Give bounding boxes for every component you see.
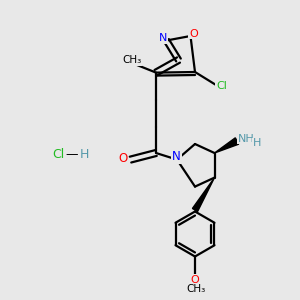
Polygon shape: [214, 138, 239, 153]
Text: H: H: [253, 138, 261, 148]
Text: O: O: [190, 275, 200, 285]
Text: Cl: Cl: [52, 148, 64, 161]
Text: O: O: [118, 152, 127, 165]
Text: —: —: [66, 148, 78, 161]
Text: O: O: [189, 28, 198, 39]
Text: N: N: [159, 33, 168, 43]
Text: Cl: Cl: [216, 81, 227, 91]
Text: H: H: [79, 148, 89, 161]
Text: NH: NH: [238, 134, 255, 144]
Polygon shape: [192, 178, 214, 212]
Text: CH₃: CH₃: [186, 284, 206, 295]
Text: N: N: [172, 150, 181, 163]
Text: CH₃: CH₃: [122, 55, 142, 65]
